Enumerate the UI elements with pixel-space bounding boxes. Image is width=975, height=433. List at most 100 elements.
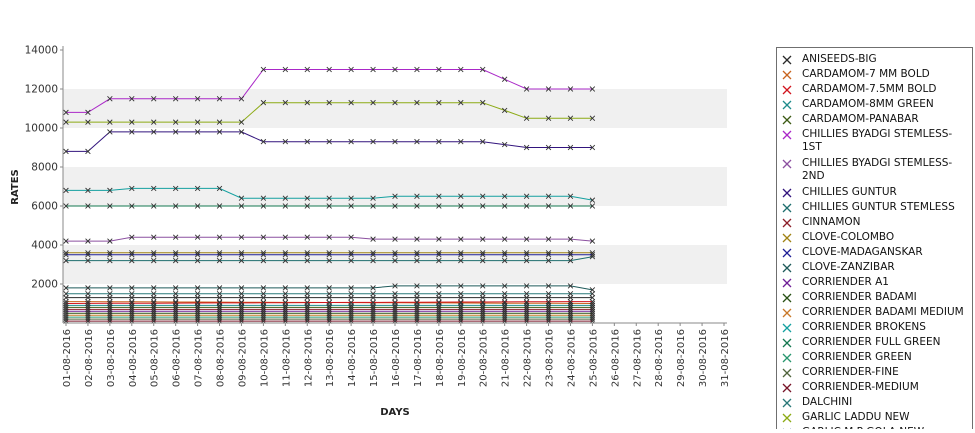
data-point <box>370 236 376 242</box>
data-point <box>326 294 332 301</box>
legend-label: CHILLIES BYADGI STEMLESS-2ND <box>802 157 953 182</box>
data-point <box>392 294 398 301</box>
data-point <box>238 96 245 102</box>
data-point <box>501 257 508 264</box>
legend-marker-shape <box>782 263 792 273</box>
data-point <box>370 203 376 209</box>
data-point <box>567 86 574 92</box>
data-point <box>501 203 508 209</box>
legend-marker-shape <box>782 248 792 258</box>
data-point <box>63 119 69 125</box>
data-point <box>326 138 332 145</box>
data-point <box>216 185 223 192</box>
data-point <box>216 119 223 125</box>
x-tick-label: 15-08-2016 <box>369 329 380 387</box>
data-point <box>589 197 596 203</box>
data-point <box>458 236 464 242</box>
legend-label: CORRIENDER FULL GREEN <box>802 336 941 348</box>
data-point <box>589 252 596 258</box>
data-point <box>238 294 245 301</box>
data-point <box>129 300 135 306</box>
data-point <box>392 138 398 145</box>
data-point <box>282 138 289 145</box>
data-point <box>523 236 530 242</box>
data-point <box>172 300 179 306</box>
data-point <box>414 294 420 301</box>
data-point <box>414 203 420 209</box>
y-tick-label: 10000 <box>25 123 58 135</box>
data-point <box>107 294 113 301</box>
legend: ANISEEDS-BIG CARDAMOM-7 MM BOLD CARDAMOM-7… <box>776 47 973 429</box>
legend-marker-shape <box>782 85 792 95</box>
legend-marker-icon <box>782 188 792 198</box>
data-point <box>436 283 442 289</box>
data-point <box>85 238 91 244</box>
data-point <box>436 257 442 264</box>
data-point <box>260 203 267 209</box>
data-point <box>370 252 376 258</box>
data-point <box>458 257 464 264</box>
legend-marker-icon <box>782 323 792 333</box>
data-point <box>545 252 552 258</box>
data-point <box>567 283 574 289</box>
legend-marker-icon <box>782 338 792 348</box>
legend-marker-icon <box>782 130 792 140</box>
data-point <box>63 285 69 291</box>
data-point <box>414 99 420 106</box>
data-point <box>63 203 69 209</box>
data-point <box>480 283 486 289</box>
x-tick-label: 11-08-2016 <box>281 329 292 387</box>
legend-marker-icon <box>782 218 792 228</box>
x-tick-label: 17-08-2016 <box>413 329 424 387</box>
data-point <box>436 99 442 106</box>
data-point <box>238 291 245 297</box>
x-tick-label: 09-08-2016 <box>237 329 248 387</box>
legend-label: CARDAMOM-7 MM BOLD <box>802 68 930 80</box>
legend-marker-icon <box>782 368 792 378</box>
legend-marker-icon <box>782 278 792 288</box>
data-point <box>129 203 135 209</box>
x-tick-label: 05-08-2016 <box>150 329 161 387</box>
data-point <box>216 291 223 297</box>
data-point <box>238 252 245 258</box>
data-point <box>348 294 354 301</box>
data-point <box>501 107 508 114</box>
data-point <box>304 291 310 297</box>
data-point <box>436 252 442 258</box>
data-point <box>589 287 596 293</box>
data-point <box>480 257 486 264</box>
data-point <box>107 96 113 102</box>
data-point <box>326 234 332 240</box>
data-point <box>216 294 223 301</box>
legend-label: CORRIENDER BADAMI MEDIUM <box>802 306 964 318</box>
legend-marker-icon <box>782 203 792 213</box>
y-tick-label: 12000 <box>25 84 58 96</box>
data-point <box>370 99 376 106</box>
data-point <box>151 252 157 258</box>
data-point <box>172 294 179 301</box>
legend-label: CHILLIES GUNTUR <box>802 186 897 198</box>
x-tick-label: 03-08-2016 <box>106 329 117 387</box>
data-point <box>523 144 530 151</box>
data-point <box>304 252 310 258</box>
data-point <box>348 285 354 291</box>
legend-label: CLOVE-ZANZIBAR <box>802 261 895 273</box>
data-point <box>304 257 310 264</box>
x-tick-label: 18-08-2016 <box>435 329 446 387</box>
data-point <box>480 291 486 297</box>
data-point <box>370 291 376 297</box>
data-point <box>194 96 201 102</box>
data-point <box>85 294 91 301</box>
data-point <box>194 129 201 135</box>
data-point <box>63 238 69 244</box>
x-tick-label: 21-08-2016 <box>501 329 512 387</box>
data-point <box>501 141 508 148</box>
x-axis-label: DAYS <box>380 407 410 418</box>
data-point <box>260 257 267 264</box>
data-point <box>129 252 135 258</box>
data-point <box>545 294 552 301</box>
data-point <box>194 285 201 291</box>
data-point <box>545 144 552 151</box>
legend-marker-shape <box>782 368 792 378</box>
data-point <box>107 257 113 264</box>
